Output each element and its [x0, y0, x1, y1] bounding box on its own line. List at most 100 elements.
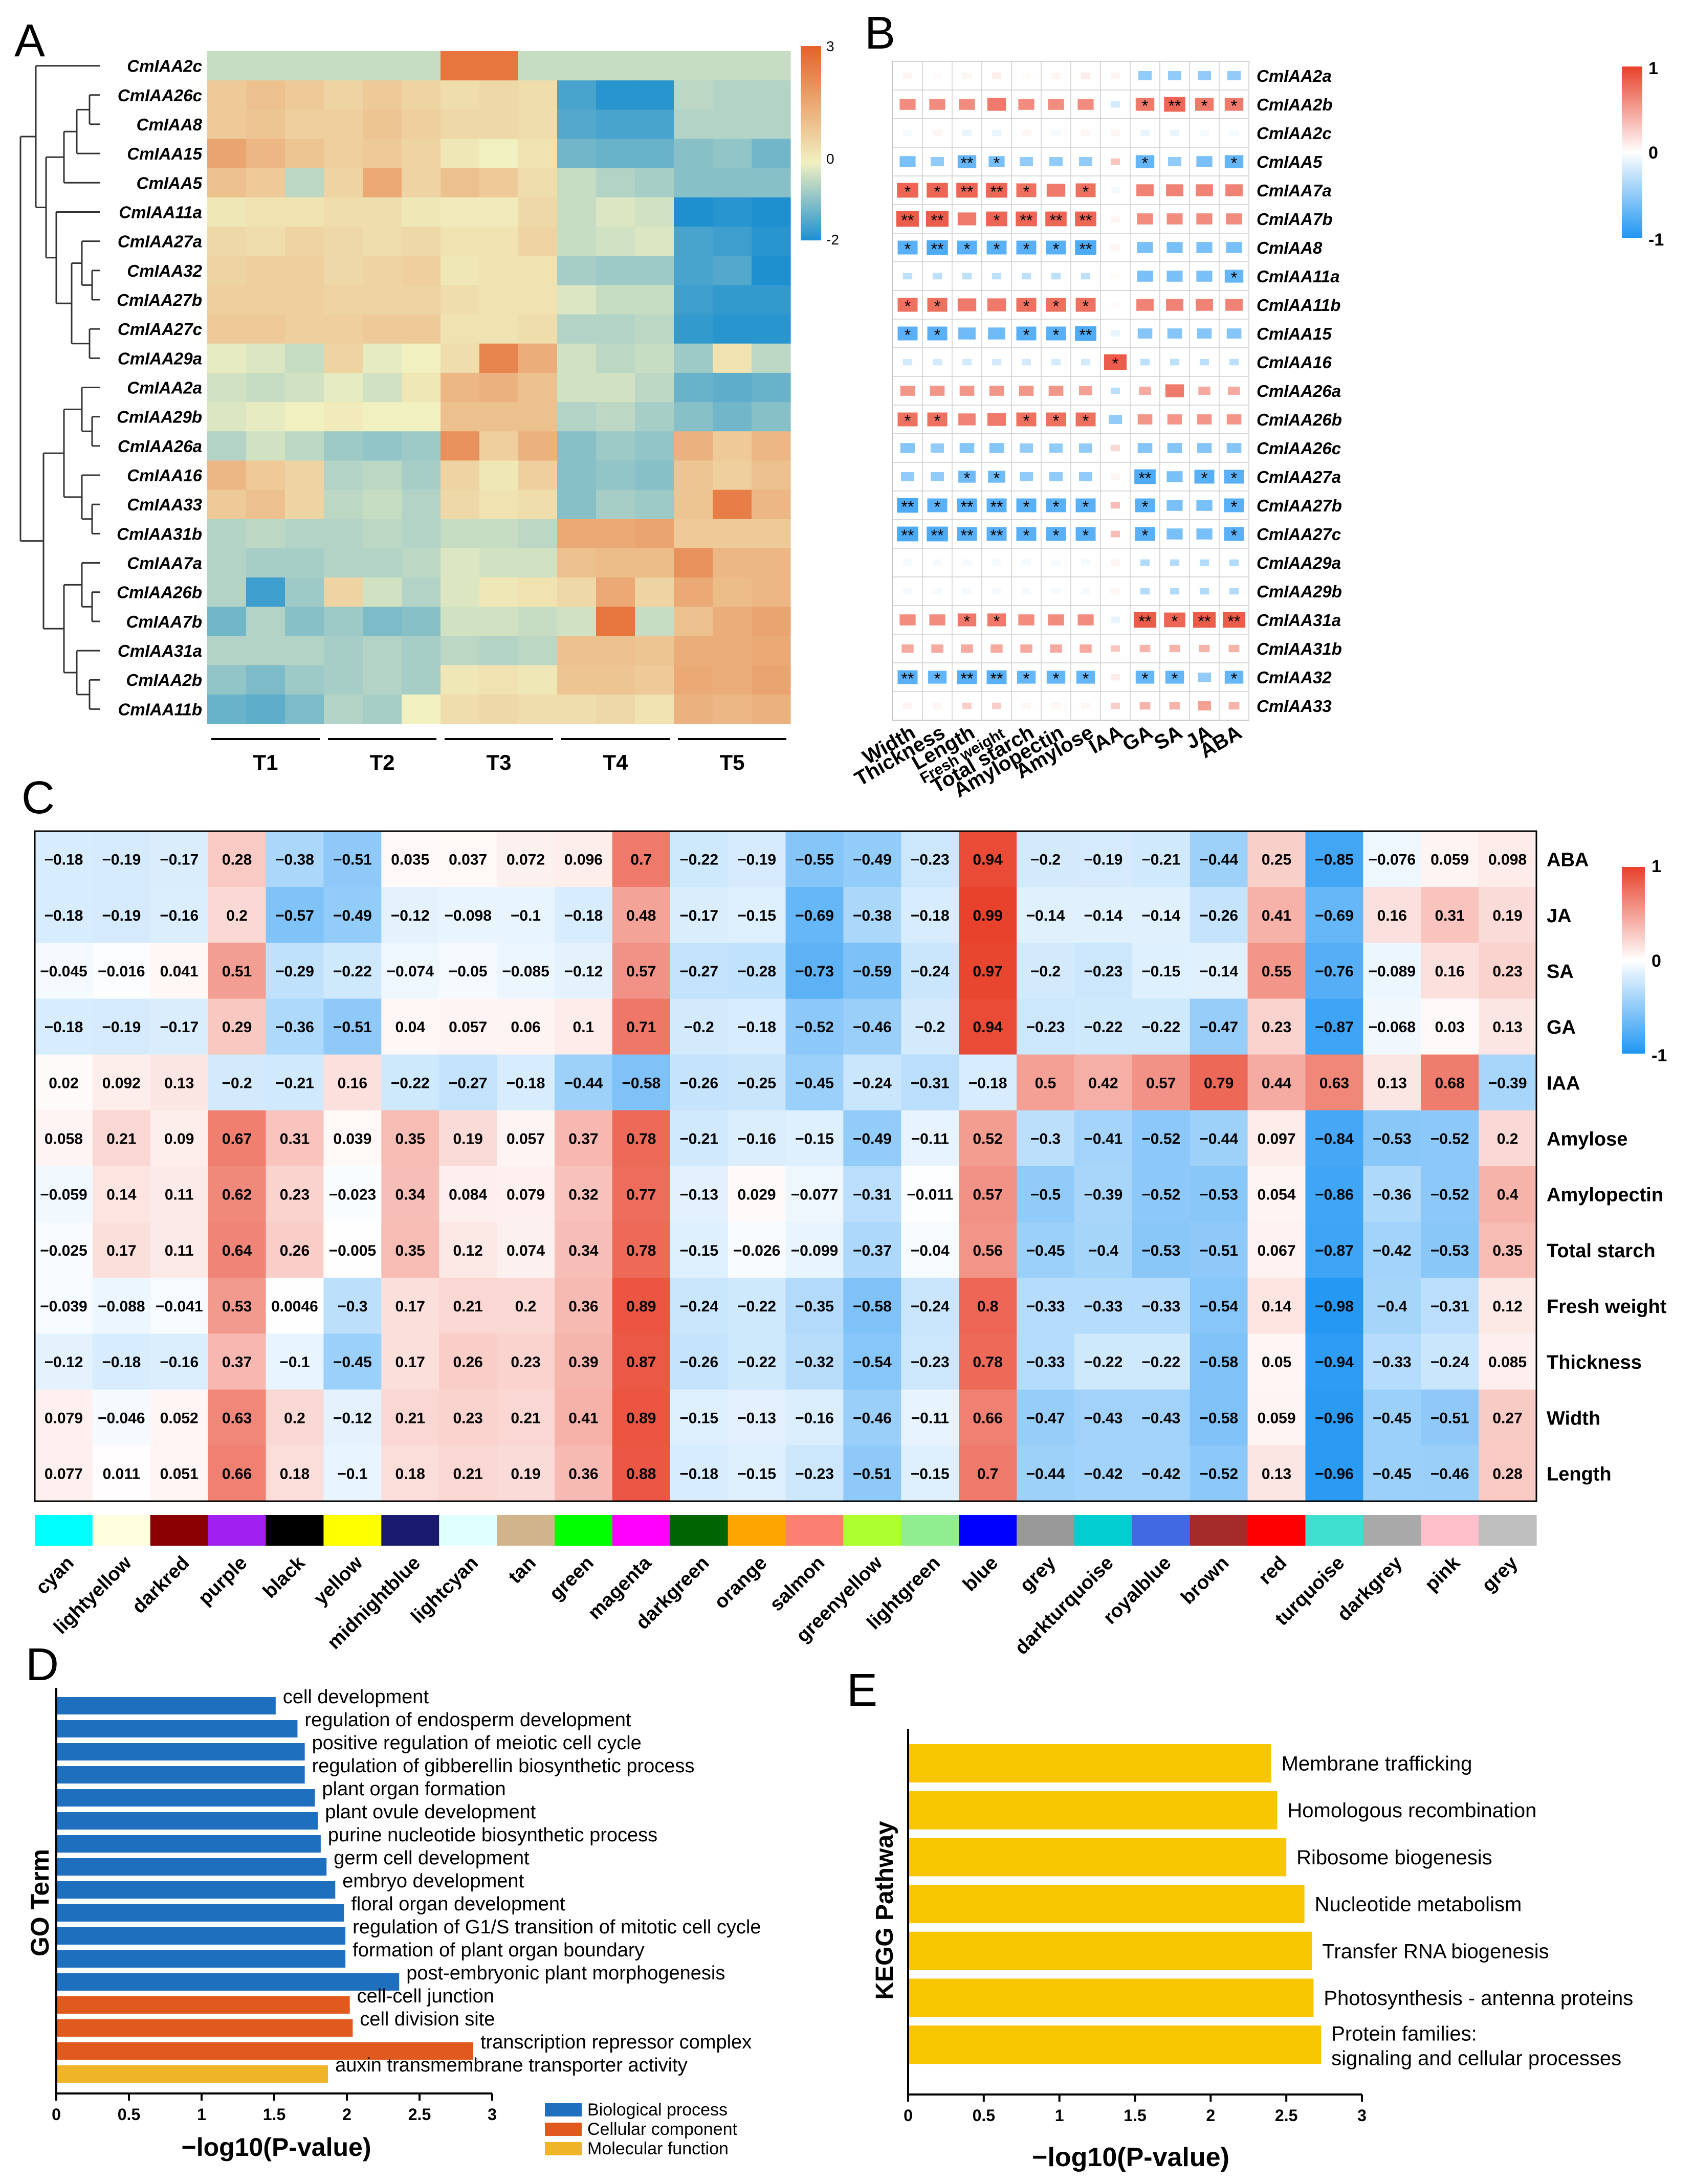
panel-a-cell	[441, 548, 480, 578]
panel-b-cell	[1140, 359, 1150, 366]
panel-b-row-label: CmIAA15	[1257, 324, 1332, 343]
panel-c-cell-label: 0.41	[1262, 907, 1291, 924]
panel-b-cell	[1225, 184, 1243, 196]
panel-c-cell	[439, 1445, 497, 1502]
panel-a-cell	[713, 665, 752, 695]
panel-c-cell	[1305, 1278, 1363, 1334]
panel-b-cell	[1137, 414, 1153, 425]
panel-c-module-swatch	[150, 1515, 209, 1546]
panel-b-cell	[1167, 414, 1182, 425]
panel-b-cell	[1225, 299, 1243, 311]
panel-d-x-title: −log10(P-value)	[182, 2133, 371, 2161]
panel-b-cell	[927, 526, 948, 542]
panel-b-cell	[1134, 469, 1156, 484]
panel-c-cell	[381, 1445, 439, 1502]
panel-b-cell	[902, 129, 913, 137]
panel-c-cell	[150, 943, 209, 999]
panel-b-star: *	[1023, 526, 1029, 545]
panel-c-cell	[1247, 887, 1306, 943]
panel-a-cell	[713, 139, 752, 169]
panel-e-tick-label: 2	[1206, 2106, 1215, 2125]
panel-b-cell	[1135, 98, 1155, 111]
panel-b-row-label: CmIAA2a	[1257, 66, 1332, 85]
panel-c-cell-label: −0.46	[1430, 1465, 1469, 1482]
panel-b-star: *	[1231, 469, 1237, 487]
panel-b-cell	[1016, 412, 1037, 427]
panel-d-bar-label: post-embryonic plant morphogenesis	[406, 1963, 725, 1984]
panel-c-cell	[1479, 1278, 1537, 1334]
panel-c-module-swatch	[785, 1515, 844, 1546]
panel-c-module-swatch	[959, 1515, 1017, 1546]
panel-b-cell	[1164, 97, 1185, 112]
panel-a-cell	[324, 694, 363, 724]
panel-c-cell	[785, 998, 844, 1055]
panel-c-cell	[1479, 831, 1537, 887]
panel-c-cell	[1247, 943, 1306, 999]
panel-a-cell	[752, 314, 791, 344]
panel-a-cell	[441, 285, 480, 315]
panel-a-cell	[441, 665, 480, 695]
panel-c-cell	[554, 831, 613, 887]
panel-c-cell	[1132, 887, 1191, 943]
panel-c-cell-label: −0.18	[44, 907, 83, 924]
panel-b-correlation: * ** * *** * * ** * ** ** * *** ** * ** ** *** ** * * * * ****…	[851, 59, 1664, 802]
panel-c-row-label: Fresh weight	[1547, 1296, 1667, 1318]
panel-a-legend-tick: 3	[826, 38, 834, 54]
panel-c-cell-label: −0.04	[911, 1242, 950, 1259]
panel-b-cell	[1021, 273, 1031, 280]
panel-c-cell-label: −0.17	[679, 907, 718, 924]
panel-c-cell-label: 0.079	[45, 1410, 83, 1427]
panel-c-module-swatch	[554, 1515, 613, 1546]
panel-c-cell	[901, 943, 959, 999]
panel-c-column-label: darkred	[128, 1552, 193, 1618]
panel-c-cell	[1479, 1389, 1537, 1446]
panel-b-cell	[1081, 359, 1091, 366]
panel-c-cell-label: −0.23	[911, 1354, 950, 1371]
panel-b-star: *	[1083, 498, 1089, 516]
panel-b-cell	[1166, 528, 1183, 540]
panel-c-cell-label: −0.077	[791, 1187, 839, 1204]
panel-b-cell	[1169, 702, 1180, 710]
panel-c-cell-label: 0.21	[395, 1410, 425, 1427]
panel-b-cell	[1135, 671, 1155, 684]
panel-b-cell	[957, 155, 977, 168]
panel-a-cell	[246, 139, 285, 169]
panel-c-cell	[35, 1222, 93, 1278]
panel-c-cell-label: −0.52	[1141, 1187, 1180, 1204]
panel-c-cell-label: 0.11	[165, 1187, 194, 1204]
panel-c-cell	[323, 1389, 382, 1446]
panel-b-row-label: CmIAA27c	[1257, 525, 1341, 544]
panel-c-cell	[1305, 1110, 1363, 1167]
panel-b-cell	[1110, 702, 1120, 709]
panel-a-cell	[402, 168, 441, 198]
panel-a-cell	[441, 139, 480, 169]
panel-c-cell-label: −0.26	[1199, 907, 1238, 924]
panel-b-cell	[1196, 184, 1213, 196]
panel-a-cell	[479, 636, 519, 666]
panel-b-cell	[1016, 183, 1037, 197]
panel-c-cell	[1247, 1333, 1306, 1390]
panel-c-cell-label: −0.22	[333, 963, 372, 980]
panel-c-cell	[1421, 1110, 1479, 1167]
panel-c-cell-label: −0.15	[679, 1242, 718, 1259]
panel-c-cell	[1247, 1166, 1306, 1222]
panel-a-cell	[674, 51, 713, 81]
panel-a-cell	[285, 431, 324, 461]
panel-a-cell	[285, 489, 324, 520]
panel-c-cell	[785, 1166, 844, 1222]
panel-b-cell	[932, 588, 942, 595]
panel-b-cell	[989, 386, 1004, 396]
panel-c-cell	[266, 1333, 324, 1390]
panel-c-module-swatch	[1363, 1515, 1421, 1546]
panel-a-cell	[363, 109, 402, 140]
panel-d-bar	[56, 1881, 336, 1899]
panel-b-cell-frame	[922, 548, 953, 577]
panel-c-cell-label: 0.55	[1262, 963, 1291, 980]
panel-a-cell	[557, 51, 597, 81]
panel-a-row-label: CmIAA5	[137, 173, 203, 192]
panel-c-cell-label: 0.63	[222, 1410, 252, 1427]
panel-b-cell	[1080, 644, 1092, 653]
panel-b-star: *	[1231, 154, 1237, 172]
panel-c-cell-label: −0.23	[911, 852, 950, 868]
